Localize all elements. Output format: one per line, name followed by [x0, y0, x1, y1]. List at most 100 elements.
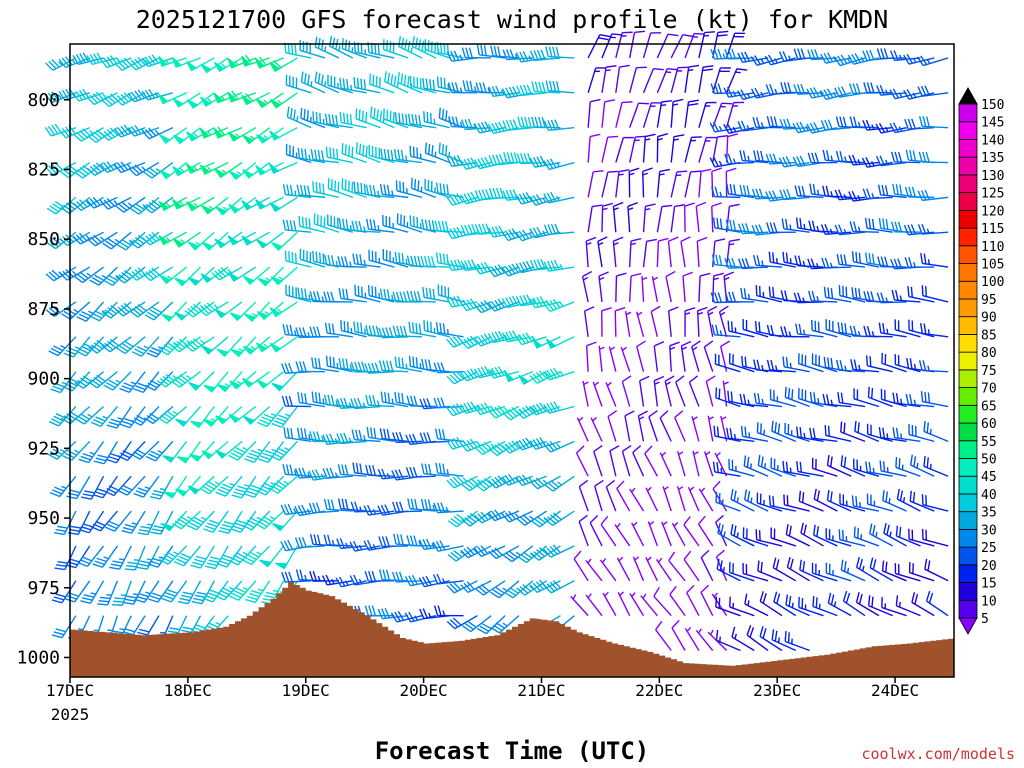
wind-barb: [366, 426, 395, 443]
wind-barb: [656, 204, 673, 233]
wind-barb: [308, 469, 340, 481]
wind-barb: [351, 220, 381, 233]
wind-barb: [321, 574, 353, 586]
wind-barb: [189, 440, 215, 462]
wind-barb: [114, 301, 146, 317]
wind-barb: [490, 580, 520, 599]
wind-barb: [746, 625, 769, 652]
wind-barb: [655, 557, 672, 582]
colorbar-label: 140: [981, 133, 1004, 148]
wind-barb: [853, 388, 880, 408]
wind-barb: [632, 445, 645, 477]
wind-barb: [820, 119, 852, 131]
wind-barb: [656, 68, 678, 94]
wind-barb: [49, 475, 77, 498]
wind-barb: [671, 619, 686, 651]
wind-barb: [881, 560, 907, 582]
colorbar-label: 95: [981, 293, 997, 308]
wind-barb: [228, 405, 257, 424]
x-year-label: 2025: [51, 705, 90, 724]
wind-barb: [410, 177, 437, 199]
colorbar-top-arrow: [958, 86, 978, 105]
wind-barb: [863, 82, 893, 94]
wind-barb: [587, 170, 604, 198]
wind-barb: [230, 336, 257, 358]
wind-barb: [724, 291, 755, 303]
colorbar-label: 125: [981, 187, 1004, 202]
wind-barb: [129, 301, 160, 318]
wind-barb: [740, 425, 769, 443]
wind-barb: [903, 53, 935, 65]
wind-barb: [918, 115, 949, 129]
wind-barb: [601, 99, 616, 128]
wind-barb: [800, 522, 824, 547]
wind-barb: [379, 183, 409, 199]
wind-barb: [382, 108, 409, 129]
colorbar-swatch: [958, 334, 978, 353]
wind-barb: [271, 371, 298, 392]
colorbar-swatch: [958, 316, 978, 335]
wind-barb: [201, 196, 229, 215]
wind-barb: [835, 150, 866, 164]
wind-barb: [806, 122, 838, 134]
wind-barb: [639, 375, 650, 407]
wind-barb: [671, 522, 686, 547]
wind-barb: [644, 445, 658, 477]
wind-barb: [895, 595, 921, 617]
colorbar-label: 110: [981, 240, 1004, 255]
wind-barb: [543, 298, 575, 313]
wind-barb: [608, 346, 617, 372]
wind-barb: [840, 455, 866, 477]
wind-barb: [275, 545, 299, 570]
wind-barb: [656, 168, 671, 198]
wind-barb: [698, 136, 717, 163]
wind-barb: [711, 167, 722, 198]
y-tick-label: 925: [27, 438, 60, 459]
wind-barb: [770, 527, 797, 547]
wind-barb: [200, 266, 229, 284]
wind-barb: [684, 32, 705, 59]
wind-barb: [587, 98, 601, 128]
wind-barb: [756, 492, 783, 512]
wind-barb: [867, 386, 893, 408]
wind-barb: [670, 204, 685, 233]
wind-barb: [684, 170, 701, 198]
wind-barb: [311, 357, 340, 373]
wind-barb: [339, 111, 367, 129]
wind-barb: [186, 510, 215, 531]
wind-barb: [203, 406, 229, 428]
wind-barb: [726, 427, 755, 443]
wind-barb: [664, 375, 675, 407]
wind-barb: [737, 258, 769, 270]
wind-barb: [516, 84, 547, 97]
wind-barb: [285, 284, 312, 303]
colorbar-label: 35: [981, 506, 997, 521]
wind-barb: [712, 217, 741, 233]
wind-barb: [100, 196, 132, 210]
wind-barb: [907, 286, 935, 303]
wind-barb: [341, 143, 367, 164]
wind-barb: [309, 326, 339, 338]
wind-barb: [723, 86, 755, 98]
wind-barb: [842, 590, 866, 617]
colorbar-label: 40: [981, 488, 997, 503]
wind-barb: [545, 336, 575, 349]
wind-barb: [836, 253, 866, 268]
x-axis-title: Forecast Time (UTC): [375, 737, 650, 765]
wind-barb: [631, 521, 645, 547]
wind-barb: [340, 320, 367, 338]
wind-barb: [147, 580, 174, 603]
wind-barb: [925, 590, 949, 617]
wind-barb: [447, 545, 478, 562]
colorbar-label: 25: [981, 541, 997, 556]
wind-barb: [543, 544, 575, 558]
wind-barb: [621, 444, 632, 477]
plot-area: [44, 30, 955, 678]
wind-barb: [490, 615, 520, 634]
wind-barb: [712, 238, 726, 268]
wind-barb: [446, 259, 478, 271]
wind-barb: [435, 252, 464, 268]
wind-barb: [365, 184, 395, 199]
wind-barb: [855, 592, 880, 617]
colorbar-label: 85: [981, 328, 997, 343]
